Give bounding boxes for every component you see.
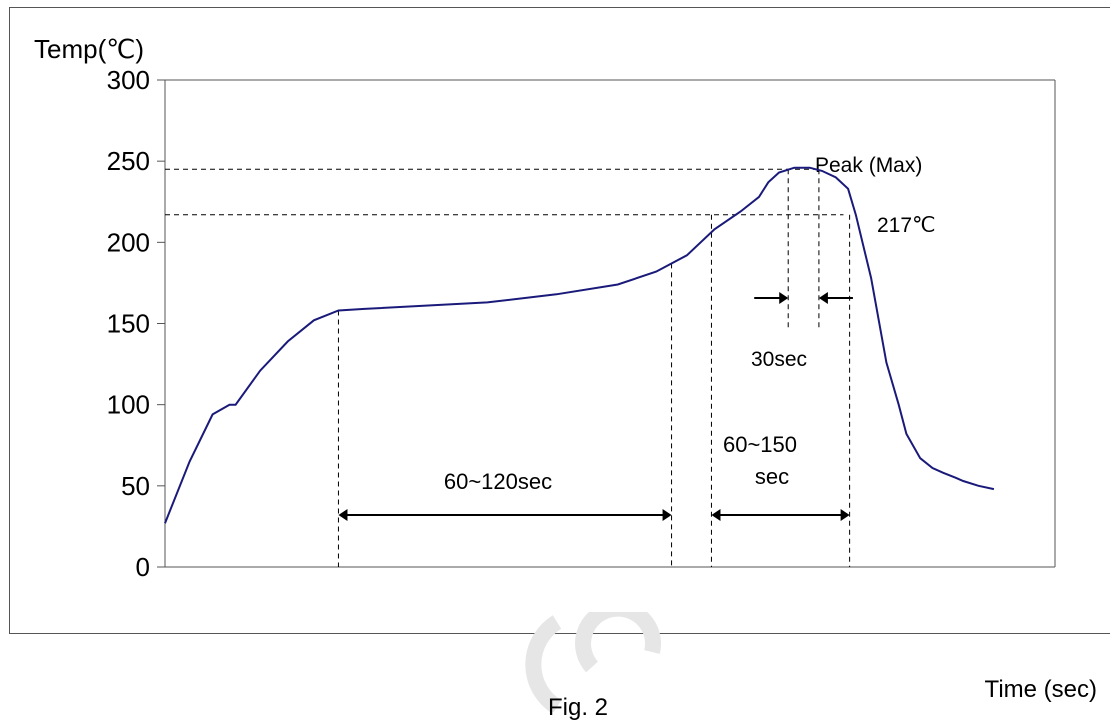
peak-window-label: 30sec: [751, 348, 807, 371]
guide-lines: [165, 168, 851, 567]
soak-duration-arrow-head-left: [338, 509, 348, 521]
duration-arrows: [338, 292, 853, 521]
y-tick-label: 150: [107, 309, 150, 339]
peak-window-arrow-right-head: [818, 292, 828, 304]
y-tick-label: 300: [107, 65, 150, 95]
soak-duration-arrow-head-right: [662, 509, 672, 521]
liquidus-duration-arrow-head-right: [840, 509, 850, 521]
y-tick-label: 200: [107, 227, 150, 257]
liquidus-duration-label-line2: sec: [755, 464, 789, 489]
y-tick-label: 100: [107, 390, 150, 420]
x-axis-label: Time (sec): [984, 676, 1097, 703]
peak-window-arrow-left-head: [779, 292, 789, 304]
liquidus-duration-arrow-head-left: [711, 509, 721, 521]
y-tick-group: 0 50 100 150 200 250 300: [107, 65, 165, 582]
temp-217-label: 217℃: [877, 214, 936, 237]
liquidus-duration-label-line1: 60~150: [723, 432, 797, 457]
temperature-curve: [164, 166, 995, 524]
y-tick-label: 50: [121, 471, 150, 501]
peak-max-label: Peak (Max): [815, 154, 922, 177]
chart-frame: [9, 7, 1110, 634]
y-tick-label: 0: [136, 552, 150, 582]
figure-caption: Fig. 2: [548, 694, 609, 721]
y-axis-label: Temp(℃): [34, 34, 144, 64]
watermark: [525, 612, 662, 712]
annotation-labels: Peak (Max) 217℃ 30sec 60~120sec 60~150 sec: [444, 154, 936, 494]
soak-duration-label: 60~120sec: [444, 469, 552, 494]
y-tick-label: 250: [107, 146, 150, 176]
